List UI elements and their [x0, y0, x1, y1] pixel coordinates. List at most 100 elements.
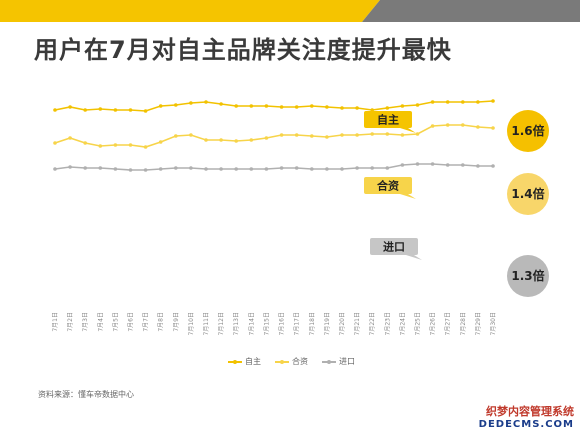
data-point-zizhu	[461, 100, 465, 104]
x-tick-label: 7月24日	[399, 312, 406, 335]
series-line-hezi	[54, 124, 494, 148]
data-point-zizhu	[234, 104, 238, 108]
data-point-jinkou	[128, 168, 133, 172]
data-point-hezi	[461, 123, 465, 127]
x-tick-label: 7月18日	[309, 312, 316, 335]
series-callout-zizhu: 自主	[364, 111, 416, 133]
legend-swatch-hezi	[275, 359, 289, 364]
data-point-zizhu	[98, 107, 103, 111]
data-point-zizhu	[310, 104, 314, 108]
x-tick-label: 7月19日	[324, 312, 331, 335]
data-point-jinkou	[400, 163, 405, 167]
data-point-jinkou	[279, 166, 284, 170]
data-point-jinkou	[340, 167, 344, 171]
series-callout-hezi: 合资	[364, 177, 416, 199]
data-point-jinkou	[113, 167, 118, 171]
x-tick-label: 7月4日	[97, 312, 104, 332]
data-point-zizhu	[415, 103, 420, 107]
data-point-hezi	[68, 136, 72, 140]
data-point-jinkou	[234, 167, 238, 171]
page-title: 用户在7月对自主品牌关注度提升最快	[34, 36, 452, 64]
x-tick-label: 7月9日	[173, 312, 180, 332]
data-point-zizhu	[68, 105, 72, 109]
data-point-zizhu	[430, 100, 435, 104]
x-tick-label: 7月23日	[384, 312, 391, 335]
data-point-jinkou	[491, 164, 495, 168]
data-point-jinkou	[461, 163, 465, 167]
series-callout-text-jinkou: 进口	[383, 240, 405, 254]
data-point-hezi	[83, 141, 87, 145]
data-point-hezi	[249, 138, 254, 142]
data-point-jinkou	[219, 167, 223, 171]
data-point-zizhu	[279, 105, 284, 109]
x-tick-label: 7月3日	[82, 312, 89, 332]
data-point-hezi	[491, 126, 495, 130]
watermark-line1: 织梦内容管理系统	[486, 404, 574, 418]
data-point-jinkou	[174, 166, 178, 170]
top-band-gray	[362, 0, 580, 22]
data-point-hezi	[234, 139, 238, 143]
data-point-hezi	[174, 134, 178, 138]
data-point-zizhu	[476, 100, 480, 104]
top-color-band	[0, 0, 580, 22]
data-point-zizhu	[491, 99, 495, 103]
x-tick-label: 7月1日	[52, 312, 59, 332]
data-point-zizhu	[128, 108, 133, 112]
data-point-hezi	[219, 138, 223, 142]
data-point-jinkou	[355, 166, 359, 170]
data-point-jinkou	[370, 166, 375, 170]
data-point-zizhu	[189, 101, 193, 105]
data-point-zizhu	[294, 105, 299, 109]
x-tick-label: 7月27日	[445, 312, 452, 335]
data-point-hezi	[279, 133, 284, 137]
data-point-hezi	[355, 133, 359, 137]
data-point-jinkou	[204, 167, 208, 171]
data-point-zizhu	[249, 104, 254, 108]
legend-item-hezi: 合资	[275, 356, 308, 367]
x-tick-label: 7月20日	[339, 312, 346, 335]
x-tick-label: 7月26日	[430, 312, 437, 335]
x-tick-label: 7月11日	[203, 312, 210, 335]
data-point-zizhu	[204, 100, 208, 104]
data-point-hezi	[204, 138, 208, 142]
legend-swatch-zizhu	[228, 359, 242, 364]
data-point-hezi	[53, 141, 57, 145]
watermark-line2: DEDECMS.COM	[478, 418, 574, 430]
data-point-zizhu	[158, 104, 163, 108]
data-point-zizhu	[445, 100, 450, 104]
data-point-hezi	[340, 133, 344, 137]
legend-label-zizhu: 自主	[245, 357, 261, 366]
end-value-jinkou: 1.3倍	[507, 255, 549, 297]
x-tick-label: 7月12日	[218, 312, 225, 335]
data-point-jinkou	[294, 166, 299, 170]
data-point-jinkou	[83, 166, 87, 170]
series-callout-text-hezi: 合资	[377, 179, 399, 193]
x-tick-label: 7月28日	[460, 312, 467, 335]
data-point-zizhu	[143, 109, 148, 113]
data-point-hezi	[158, 140, 163, 144]
data-point-zizhu	[264, 104, 269, 108]
x-tick-label: 7月14日	[248, 312, 255, 335]
data-point-hezi	[310, 134, 314, 138]
top-band-yellow	[0, 0, 380, 22]
data-point-hezi	[189, 133, 193, 137]
series-callout-jinkou: 进口	[370, 238, 422, 260]
data-point-zizhu	[385, 106, 390, 110]
data-point-hezi	[113, 143, 118, 147]
data-point-zizhu	[83, 108, 87, 112]
data-point-hezi	[430, 124, 435, 128]
data-point-zizhu	[400, 104, 405, 108]
data-point-hezi	[264, 136, 269, 140]
data-point-zizhu	[53, 108, 57, 112]
series-line-zizhu	[54, 100, 494, 112]
watermark: 织梦内容管理系统 DEDECMS.COM	[478, 404, 574, 430]
data-point-hezi	[445, 123, 450, 127]
x-tick-label: 7月16日	[279, 312, 286, 335]
x-tick-label: 7月5日	[112, 312, 119, 332]
series-line-jinkou	[54, 163, 493, 171]
data-point-jinkou	[264, 167, 269, 171]
x-tick-label: 7月25日	[415, 312, 422, 335]
data-point-hezi	[400, 133, 405, 137]
data-point-jinkou	[325, 167, 329, 171]
data-point-hezi	[325, 135, 329, 139]
